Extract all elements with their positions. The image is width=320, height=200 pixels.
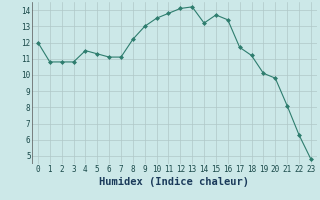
X-axis label: Humidex (Indice chaleur): Humidex (Indice chaleur) <box>100 177 249 187</box>
